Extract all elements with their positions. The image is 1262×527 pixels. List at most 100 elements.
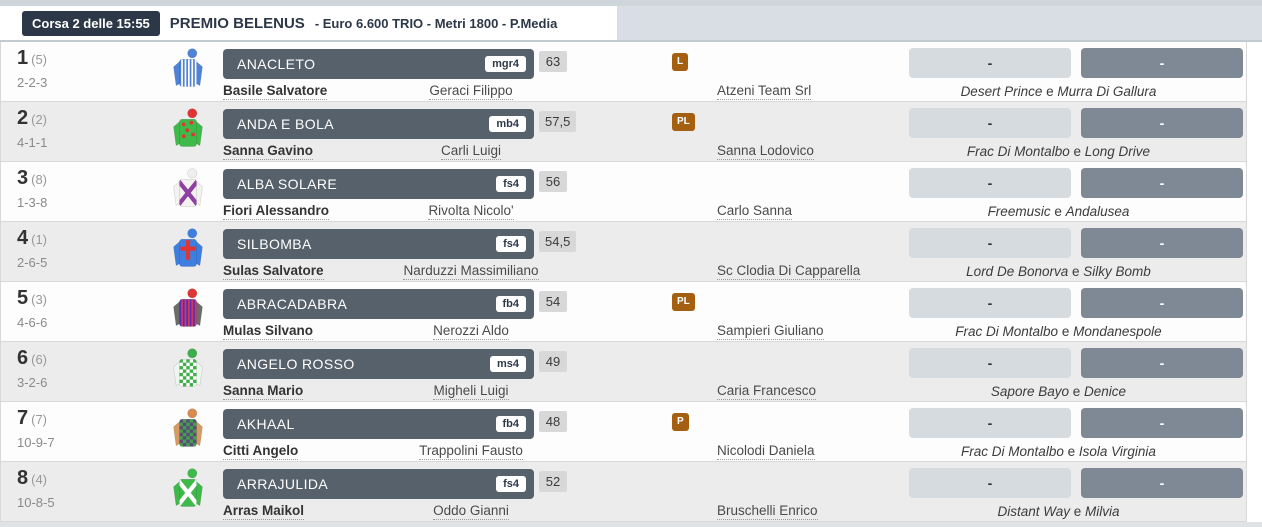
odds-box-primary[interactable]: - xyxy=(909,288,1071,318)
jockey-silks-icon xyxy=(171,465,205,519)
dam-name: Andalusea xyxy=(1065,204,1130,219)
entry-number: 8 xyxy=(17,467,29,489)
trainer-name[interactable]: Citti Angelo xyxy=(223,443,299,460)
jockey-name[interactable]: Nerozzi Aldo xyxy=(433,323,509,340)
weight-badge: 52 xyxy=(539,471,567,492)
race-card-table: 1 (5) 2-2-3 ANACLETO mgr4 63 L Basile Sal… xyxy=(0,42,1247,522)
jockey-name[interactable]: Carli Luigi xyxy=(440,143,502,160)
recent-form: 4-1-1 xyxy=(17,135,48,150)
pedigree-line: Freemusic e Andalusea xyxy=(871,204,1246,219)
jockey-name[interactable]: Geraci Filippo xyxy=(429,83,513,100)
weight-badge: 63 xyxy=(539,51,567,72)
weight-badge: 57,5 xyxy=(539,111,577,132)
recent-form: 2-2-3 xyxy=(17,75,48,90)
horse-name: ARRAJULIDA xyxy=(237,476,329,492)
trainer-name[interactable]: Basile Salvatore xyxy=(223,83,328,100)
horse-name: ANDA E BOLA xyxy=(237,116,334,132)
owner-name[interactable]: Sc Clodia Di Capparella xyxy=(717,263,861,280)
horse-code-badge: fb4 xyxy=(495,296,526,312)
race-number-badge: Corsa 2 delle 15:55 xyxy=(22,10,160,36)
race-title: PREMIO BELENUS xyxy=(169,14,305,32)
owner-name[interactable]: Nicolodi Daniela xyxy=(717,443,815,460)
jockey-name[interactable]: Oddo Gianni xyxy=(433,503,509,520)
owner-name[interactable]: Bruschelli Enrico xyxy=(717,503,818,520)
odds-box-secondary[interactable]: - xyxy=(1081,408,1243,438)
trainer-name[interactable]: Fiori Alessandro xyxy=(223,203,330,220)
sire-name: Sapore Bayo xyxy=(990,384,1069,399)
horse-code-badge: ms4 xyxy=(489,356,526,372)
jockey-name[interactable]: Trappolini Fausto xyxy=(419,443,523,460)
pedigree-line: Frac Di Montalbo e Long Drive xyxy=(871,144,1246,159)
jockey-name[interactable]: Migheli Luigi xyxy=(433,383,509,400)
entry-number-block: 7 (7) 10-9-7 xyxy=(17,407,55,450)
jockey-name[interactable]: Rivolta Nicolo' xyxy=(428,203,514,220)
trainer-name[interactable]: Sanna Gavino xyxy=(223,143,314,160)
pedigree-line: Frac Di Montalbo e Mondanespole xyxy=(871,324,1246,339)
recent-form: 1-3-8 xyxy=(17,195,48,210)
horse-name-box[interactable]: SILBOMBA fs4 xyxy=(223,229,534,259)
odds-box-primary[interactable]: - xyxy=(909,48,1071,78)
dam-name: Denice xyxy=(1084,384,1127,399)
odds-box-primary[interactable]: - xyxy=(909,468,1071,498)
recent-form: 2-6-5 xyxy=(17,255,48,270)
odds-box-primary[interactable]: - xyxy=(909,348,1071,378)
pedigree-conjunction: e xyxy=(1073,144,1081,159)
entry-number: 1 xyxy=(17,47,29,69)
horse-name-box[interactable]: ANGELO ROSSO ms4 xyxy=(223,349,534,379)
trainer-name[interactable]: Mulas Silvano xyxy=(223,323,314,340)
entry-row: 3 (8) 1-3-8 ALBA SOLARE fs4 56 Fiori Ales… xyxy=(1,162,1246,222)
weight-badge: 49 xyxy=(539,351,567,372)
odds-box-secondary[interactable]: - xyxy=(1081,468,1243,498)
race-header: Corsa 2 delle 15:55 PREMIO BELENUS - Eur… xyxy=(0,6,1262,42)
owner-name[interactable]: Sanna Lodovico xyxy=(717,143,814,160)
odds-box-primary[interactable]: - xyxy=(909,228,1071,258)
horse-name: ANGELO ROSSO xyxy=(237,356,355,372)
jockey-silks-icon xyxy=(171,105,205,159)
odds-box-secondary[interactable]: - xyxy=(1081,48,1243,78)
gate-number: (3) xyxy=(31,292,48,307)
horse-name: ALBA SOLARE xyxy=(237,176,338,192)
entry-number-block: 3 (8) 1-3-8 xyxy=(17,167,47,210)
horse-name-box[interactable]: ALBA SOLARE fs4 xyxy=(223,169,534,199)
gate-number: (7) xyxy=(31,412,48,427)
recent-form: 10-8-5 xyxy=(17,495,55,510)
entry-number-block: 8 (4) 10-8-5 xyxy=(17,467,55,510)
jockey-name[interactable]: Narduzzi Massimiliano xyxy=(403,263,539,280)
weight-badge: 54 xyxy=(539,291,567,312)
pedigree-conjunction: e xyxy=(1072,264,1080,279)
odds-box-primary[interactable]: - xyxy=(909,408,1071,438)
horse-code-badge: fs4 xyxy=(496,476,526,492)
odds-box-secondary[interactable]: - xyxy=(1081,288,1243,318)
trainer-name[interactable]: Sanna Mario xyxy=(223,383,304,400)
odds-box-secondary[interactable]: - xyxy=(1081,168,1243,198)
owner-name[interactable]: Carlo Sanna xyxy=(717,203,793,220)
owner-name[interactable]: Caria Francesco xyxy=(717,383,817,400)
odds-box-secondary[interactable]: - xyxy=(1081,228,1243,258)
pedigree-line: Distant Way e Milvia xyxy=(871,504,1246,519)
owner-name[interactable]: Atzeni Team Srl xyxy=(717,83,812,100)
horse-name-box[interactable]: ARRAJULIDA fs4 xyxy=(223,469,534,499)
odds-box-primary[interactable]: - xyxy=(909,168,1071,198)
trainer-name[interactable]: Sulas Salvatore xyxy=(223,263,324,280)
entry-row: 1 (5) 2-2-3 ANACLETO mgr4 63 L Basile Sal… xyxy=(1,42,1246,102)
gate-number: (1) xyxy=(31,232,48,247)
entry-number-block: 6 (6) 3-2-6 xyxy=(17,347,47,390)
odds-box-secondary[interactable]: - xyxy=(1081,348,1243,378)
horse-name-box[interactable]: ANDA E BOLA mb4 xyxy=(223,109,534,139)
dam-name: Milvia xyxy=(1085,504,1120,519)
owner-name[interactable]: Sampieri Giuliano xyxy=(717,323,824,340)
odds-box-secondary[interactable]: - xyxy=(1081,108,1243,138)
entry-number: 2 xyxy=(17,107,29,129)
horse-name-box[interactable]: AKHAAL fb4 xyxy=(223,409,534,439)
odds-box-primary[interactable]: - xyxy=(909,108,1071,138)
entry-row: 7 (7) 10-9-7 AKHAAL fb4 48 P Citti Angelo… xyxy=(1,402,1246,462)
horse-name-box[interactable]: ANACLETO mgr4 xyxy=(223,49,534,79)
weight-badge: 48 xyxy=(539,411,567,432)
trainer-name[interactable]: Arras Maikol xyxy=(223,503,305,520)
dam-name: Long Drive xyxy=(1084,144,1151,159)
horse-name-box[interactable]: ABRACADABRA fb4 xyxy=(223,289,534,319)
gate-number: (8) xyxy=(31,172,48,187)
entry-number: 6 xyxy=(17,347,29,369)
entry-number: 4 xyxy=(17,227,29,249)
weight-badge: 56 xyxy=(539,171,567,192)
